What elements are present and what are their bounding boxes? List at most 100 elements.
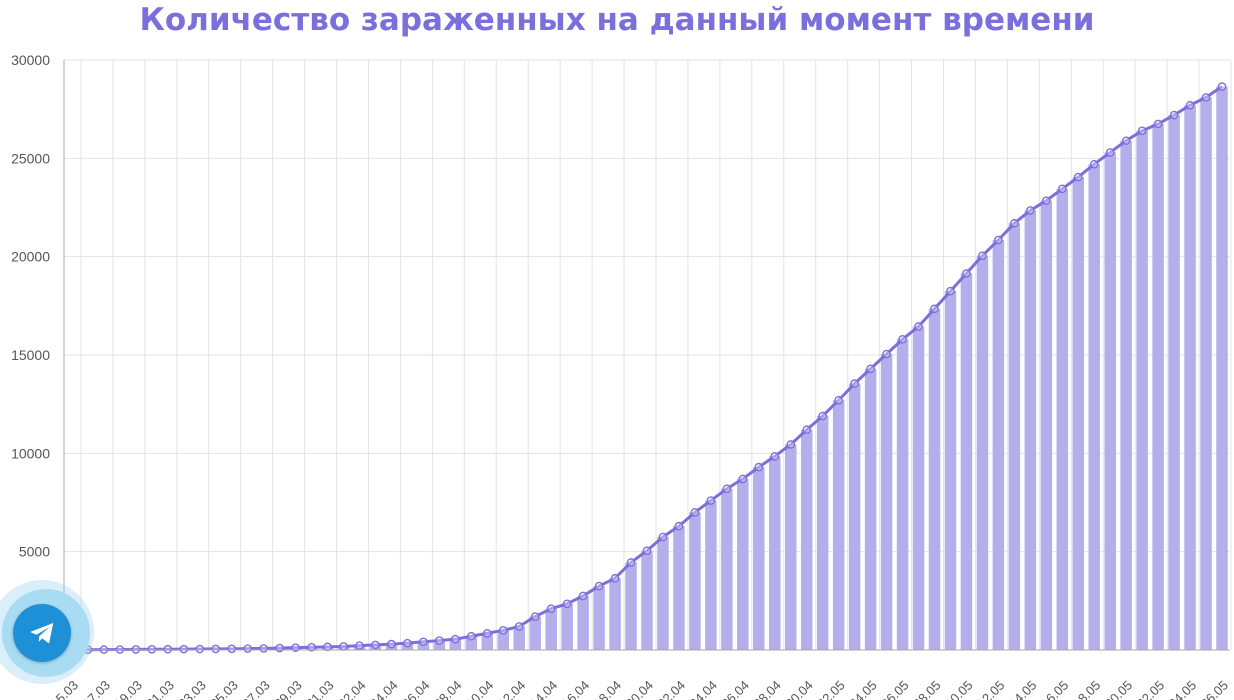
bar xyxy=(1056,188,1069,651)
data-point xyxy=(658,532,668,542)
bar xyxy=(1168,115,1180,651)
bar xyxy=(1120,140,1132,650)
x-tick-label: 16.04 xyxy=(559,678,593,700)
data-point xyxy=(1201,93,1211,102)
data-point xyxy=(131,645,141,654)
data-point xyxy=(179,644,189,654)
x-tick-label: 20.05 xyxy=(1102,678,1136,700)
bar xyxy=(625,562,637,650)
x-tick-label: 14.05 xyxy=(1006,678,1040,700)
x-tick-label: 24.05 xyxy=(1166,678,1200,700)
bar xyxy=(513,626,525,650)
x-tick-label: 06.05 xyxy=(878,678,912,700)
data-point xyxy=(451,634,460,644)
y-tick-label: 15000 xyxy=(11,347,50,363)
x-tick-label: 20.04 xyxy=(623,678,657,700)
x-tick-label: 06.04 xyxy=(399,678,433,700)
x-tick-label: 14.04 xyxy=(527,678,561,700)
data-point xyxy=(514,622,524,631)
bar xyxy=(928,308,941,650)
bar xyxy=(545,608,557,650)
data-point xyxy=(642,546,652,555)
data-point xyxy=(163,644,173,654)
data-point xyxy=(355,641,364,650)
data-point xyxy=(802,425,812,435)
data-point xyxy=(1137,126,1147,136)
x-axis-ticks: 15.0317.0319.0321.0323.0325.0327.0329.03… xyxy=(47,678,1231,700)
x-tick-label: 18.05 xyxy=(1070,678,1104,700)
bar xyxy=(1104,152,1116,650)
bar xyxy=(657,536,669,650)
x-tick-label: 27.03 xyxy=(239,678,273,700)
data-point xyxy=(994,235,1003,245)
data-point xyxy=(1217,82,1227,91)
data-point xyxy=(690,508,700,517)
data-point xyxy=(530,612,540,621)
y-tick-label: 10000 xyxy=(11,445,50,461)
x-tick-label: 26.05 xyxy=(1198,678,1232,700)
data-point xyxy=(770,451,780,461)
data-point xyxy=(898,334,907,344)
data-point xyxy=(610,573,620,583)
bar xyxy=(944,291,957,650)
x-tick-label: 23.03 xyxy=(175,678,209,700)
data-point xyxy=(962,269,971,278)
data-point xyxy=(1073,172,1083,182)
x-tick-label: 22.05 xyxy=(1134,678,1168,700)
x-tick-label: 31.03 xyxy=(303,678,337,700)
bar xyxy=(337,646,350,650)
y-axis-ticks: 5000 10000 15000 20000 25000 30000 xyxy=(11,52,50,560)
bar xyxy=(864,368,877,650)
chart-title: Количество зараженных на данный момент в… xyxy=(139,2,1095,38)
bar xyxy=(832,400,845,650)
bar xyxy=(1136,130,1148,651)
bar xyxy=(1024,210,1037,650)
bar xyxy=(481,633,494,650)
data-point xyxy=(786,440,796,449)
line-path xyxy=(71,85,1223,652)
bar xyxy=(673,526,685,650)
bar xyxy=(912,326,925,650)
data-point xyxy=(562,599,572,609)
bar xyxy=(497,630,509,650)
x-tick-label: 04.05 xyxy=(846,678,880,700)
bar xyxy=(800,429,813,650)
telegram-button[interactable] xyxy=(13,604,71,662)
bar-series xyxy=(66,86,1228,651)
x-tick-label: 28.04 xyxy=(750,678,784,700)
data-point xyxy=(978,251,987,260)
bar xyxy=(577,595,589,650)
bar xyxy=(976,255,989,650)
data-point xyxy=(259,644,268,653)
x-tick-label: 10.04 xyxy=(463,678,497,700)
y-tick-label: 30000 xyxy=(11,52,50,68)
data-point xyxy=(195,644,205,654)
data-point xyxy=(1153,119,1163,129)
data-point xyxy=(1121,136,1131,145)
bar xyxy=(896,339,909,650)
x-tick-label: 22.04 xyxy=(654,678,688,700)
bar xyxy=(960,273,973,650)
data-point xyxy=(482,628,492,638)
bar xyxy=(1200,97,1212,650)
bar xyxy=(1040,200,1053,650)
x-tick-label: 12.04 xyxy=(495,678,529,700)
bar xyxy=(848,383,861,650)
x-tick-label: 19.03 xyxy=(111,678,145,700)
data-point xyxy=(818,411,827,421)
data-point xyxy=(498,626,508,635)
data-point xyxy=(243,644,252,653)
bar xyxy=(321,646,334,650)
data-point xyxy=(147,645,157,654)
bar xyxy=(593,586,605,650)
data-point xyxy=(594,581,604,591)
bar xyxy=(737,478,749,650)
bar xyxy=(449,639,462,650)
paper-plane-icon xyxy=(30,623,54,644)
bar xyxy=(433,640,446,650)
bar xyxy=(769,456,781,650)
data-point xyxy=(834,395,843,405)
data-point xyxy=(866,364,875,374)
x-tick-label: 12.05 xyxy=(974,678,1008,700)
